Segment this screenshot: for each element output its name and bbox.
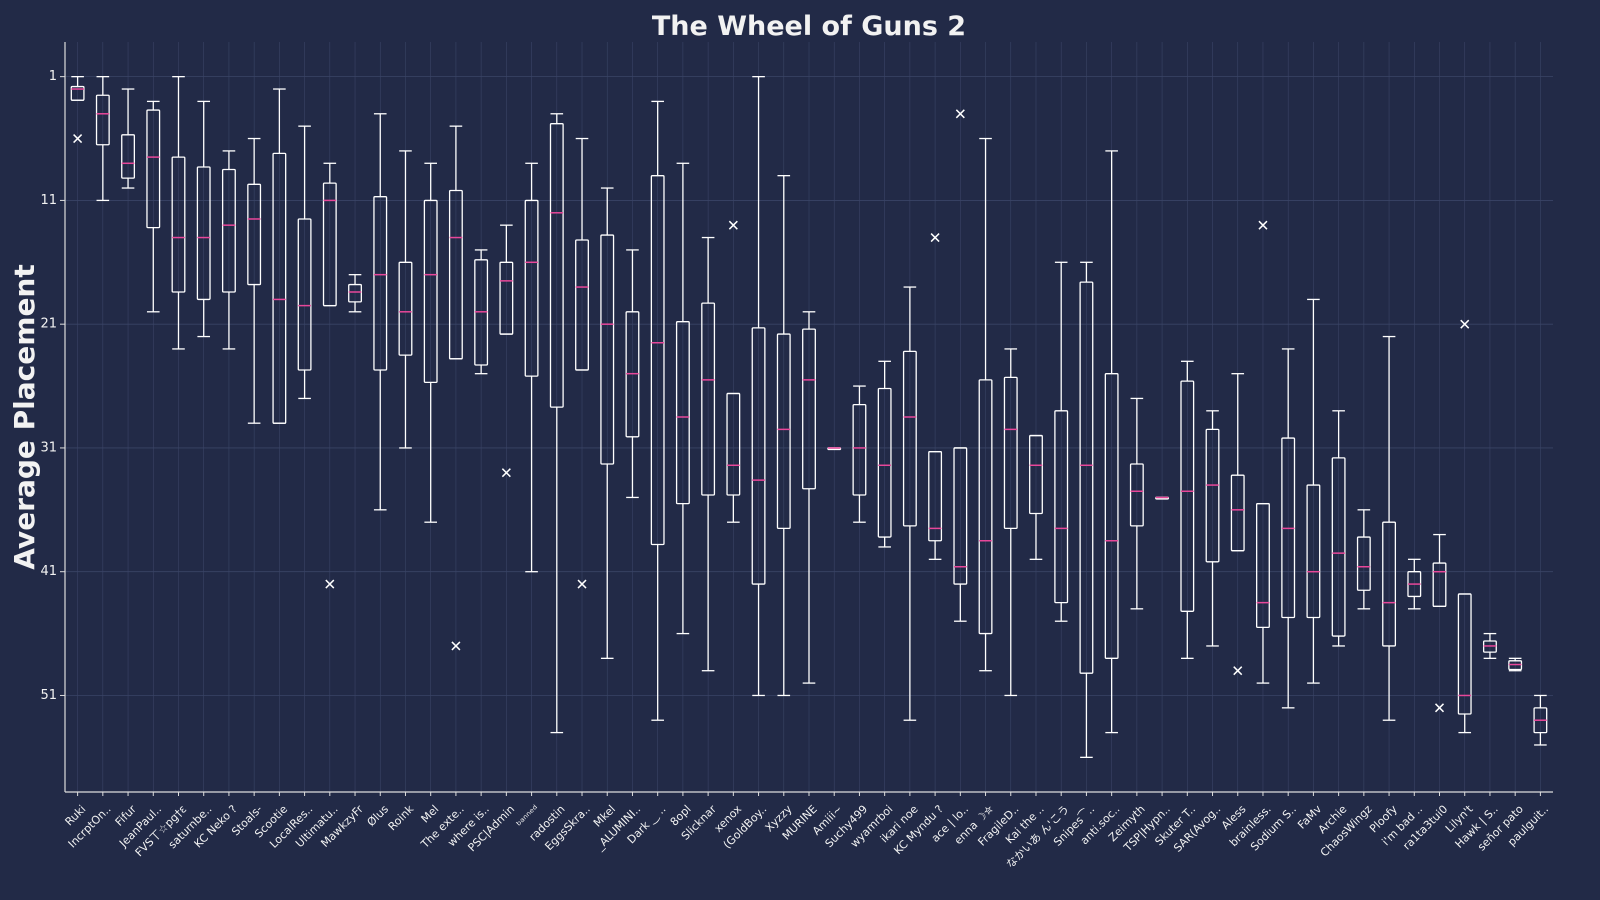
box <box>1457 593 1472 715</box>
box <box>852 403 867 496</box>
box <box>1079 281 1094 674</box>
box <box>196 166 211 301</box>
box <box>675 321 690 505</box>
y-tick-label: 21 <box>40 317 57 332</box>
box <box>650 175 665 546</box>
box <box>297 218 312 371</box>
box <box>398 261 413 356</box>
box <box>802 328 816 490</box>
box <box>1256 502 1270 629</box>
box <box>701 302 716 496</box>
box <box>423 199 438 383</box>
box <box>499 261 514 335</box>
box <box>1104 373 1119 659</box>
box <box>373 196 388 371</box>
y-tick-label: 11 <box>40 193 57 208</box>
box <box>600 234 615 465</box>
box <box>726 392 741 496</box>
box <box>1054 410 1069 604</box>
flier <box>955 109 965 119</box>
y-tick-label: 31 <box>40 440 57 455</box>
box <box>1306 484 1321 619</box>
box <box>322 182 337 307</box>
y-axis-label: Average Placement <box>8 264 41 569</box>
y-tick-label: 41 <box>40 564 57 579</box>
box <box>776 333 791 530</box>
box <box>70 85 85 101</box>
flier <box>451 641 461 651</box>
flier <box>930 233 940 243</box>
box <box>953 447 968 585</box>
flier <box>73 134 83 144</box>
flier <box>1434 703 1445 713</box>
y-tick-label: 1 <box>49 69 57 84</box>
box <box>221 168 236 293</box>
box <box>928 451 943 542</box>
flier <box>728 220 738 230</box>
y-tick-label: 51 <box>40 688 57 703</box>
box <box>1356 536 1371 591</box>
box <box>978 379 993 635</box>
box <box>902 350 917 527</box>
flier <box>501 468 511 478</box>
box <box>272 152 287 424</box>
box <box>524 199 539 377</box>
box <box>877 387 892 538</box>
box <box>549 123 564 408</box>
flier <box>1460 319 1470 329</box>
box <box>1003 376 1018 530</box>
box <box>1029 434 1043 515</box>
box <box>1382 521 1397 647</box>
flier <box>1233 666 1243 676</box>
box <box>448 189 463 360</box>
box <box>1180 380 1195 612</box>
box <box>146 109 161 229</box>
box <box>1331 457 1346 637</box>
box <box>121 134 136 179</box>
chart-title: The Wheel of Guns 2 <box>652 11 966 42</box>
flier <box>577 579 587 589</box>
box <box>95 94 110 146</box>
flier <box>325 579 335 589</box>
box <box>247 183 262 286</box>
box <box>1432 562 1447 608</box>
box <box>171 156 186 293</box>
box <box>1205 428 1220 563</box>
box <box>348 283 362 303</box>
box <box>575 239 589 371</box>
box <box>1129 463 1144 527</box>
box <box>1230 474 1245 552</box>
flier <box>1258 220 1268 230</box>
box <box>751 327 766 585</box>
